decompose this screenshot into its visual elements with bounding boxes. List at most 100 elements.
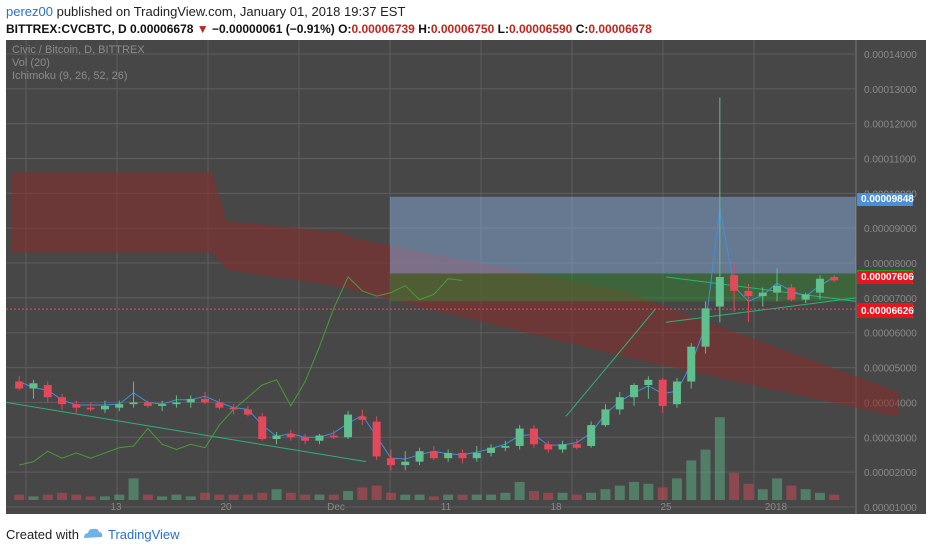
volume-bar [686, 460, 697, 500]
candle-body [358, 416, 367, 420]
volume-bar [428, 496, 439, 500]
candle-body [815, 278, 824, 293]
volume-bar [814, 492, 825, 500]
candle-body [644, 379, 653, 385]
legend-ichimoku: Ichimoku (9, 26, 52, 26) [12, 70, 128, 82]
candle-body [186, 398, 195, 403]
candle-body [701, 308, 710, 347]
volume-bar [357, 487, 368, 500]
volume-bar [829, 494, 840, 500]
volume-bar [400, 494, 411, 500]
candle-body [472, 452, 481, 459]
candle-body [158, 404, 167, 406]
candle-body [15, 381, 24, 389]
candle-body [544, 444, 553, 450]
y-tick-label: 0.00002000 [864, 468, 917, 479]
price-label: 0.00007606 [857, 270, 914, 284]
candle-body [215, 402, 224, 408]
publish-text: published on TradingView.com, January 01… [52, 4, 406, 19]
candle-body [86, 407, 95, 410]
volume-bar [385, 492, 396, 500]
candle-body [415, 451, 424, 462]
volume-bar [443, 494, 454, 500]
volume-bar [214, 494, 225, 500]
chart-legend: Civic / Bitcoin, D, BITTREX Vol (20) Ich… [12, 44, 145, 83]
close-label: C: [575, 22, 589, 36]
down-arrow-icon: ▼ [196, 22, 209, 36]
volume-bar [343, 491, 354, 500]
ohlc-info: BITTREX:CVCBTC, D 0.00006678 ▼ −0.000000… [6, 22, 652, 36]
high-value: 0.00006750 [430, 22, 495, 36]
candle-body [243, 409, 252, 415]
tradingview-brand[interactable]: TradingView [108, 527, 180, 542]
y-tick-label: 0.00011000 [864, 154, 917, 165]
volume-bar [786, 485, 797, 500]
volume-bar [228, 494, 239, 500]
candle-body [744, 290, 753, 297]
candle-body [286, 433, 295, 438]
candle-body [372, 421, 381, 457]
volume-bar [772, 478, 783, 500]
candle-body [201, 398, 210, 403]
volume-bar [714, 417, 725, 500]
volume-bar [328, 494, 339, 500]
low-label: L: [497, 22, 509, 36]
volume-bar [586, 492, 597, 500]
high-label: H: [418, 22, 431, 36]
volume-bar [600, 489, 611, 500]
volume-bar [729, 473, 740, 500]
volume-bar [543, 492, 554, 500]
y-tick-label: 0.00012000 [864, 120, 917, 131]
candle-body [29, 383, 38, 389]
candle-body [672, 381, 681, 405]
candle-body [787, 287, 796, 300]
footer: Created with TradingView [0, 516, 932, 550]
candle-body [429, 451, 438, 459]
volume-bar [57, 492, 68, 500]
volume-bar [571, 494, 582, 500]
volume-bar [99, 496, 110, 500]
candle-body [129, 402, 138, 405]
candle-body [529, 428, 538, 445]
candle-body [143, 402, 152, 406]
candle-body [658, 379, 667, 406]
volume-bar [500, 492, 511, 500]
price-label: 0.00009848 [857, 192, 914, 206]
candle-body [100, 405, 109, 410]
tradingview-cloud-icon [82, 526, 104, 545]
volume-bar [257, 492, 268, 500]
volume-bar [757, 489, 768, 500]
volume-bar [128, 478, 139, 500]
candle-body [458, 452, 467, 459]
support-zone [390, 273, 856, 302]
y-tick-label: 0.00009000 [864, 224, 917, 235]
volume-bar [657, 487, 668, 500]
symbol-label: BITTREX:CVCBTC, D [6, 22, 127, 36]
y-tick-label: 0.00003000 [864, 433, 917, 444]
y-tick-label: 0.00005000 [864, 364, 917, 375]
candlestick-chart[interactable]: 0.00014000 0.00013000 0.00012000 0.00011000… [6, 40, 926, 514]
x-tick-label: 13 [110, 502, 122, 513]
volume-bar [528, 491, 539, 500]
candle-body [601, 409, 610, 426]
legend-volume: Vol (20) [12, 57, 50, 69]
target-zone [390, 196, 856, 274]
candle-body [730, 275, 739, 291]
candle-body [558, 444, 567, 450]
y-tick-label: 0.00001000 [864, 503, 917, 514]
created-with-text: Created with [6, 527, 79, 542]
open-value: 0.00006739 [351, 22, 415, 36]
candle-body [715, 276, 724, 307]
trend-line [565, 308, 657, 417]
chart-area[interactable]: 0.00014000 0.00013000 0.00012000 0.00011000… [6, 40, 926, 514]
candle-body [344, 414, 353, 438]
close-value: 0.00006678 [588, 22, 652, 36]
volume-bar [42, 494, 53, 500]
y-tick-label: 0.00014000 [864, 50, 917, 61]
candle-body [115, 404, 124, 408]
candle-body [687, 346, 696, 382]
candle-body [515, 428, 524, 446]
trend-line [665, 297, 857, 323]
volume-bar [157, 496, 168, 500]
author-link[interactable]: perez00 [6, 4, 53, 19]
